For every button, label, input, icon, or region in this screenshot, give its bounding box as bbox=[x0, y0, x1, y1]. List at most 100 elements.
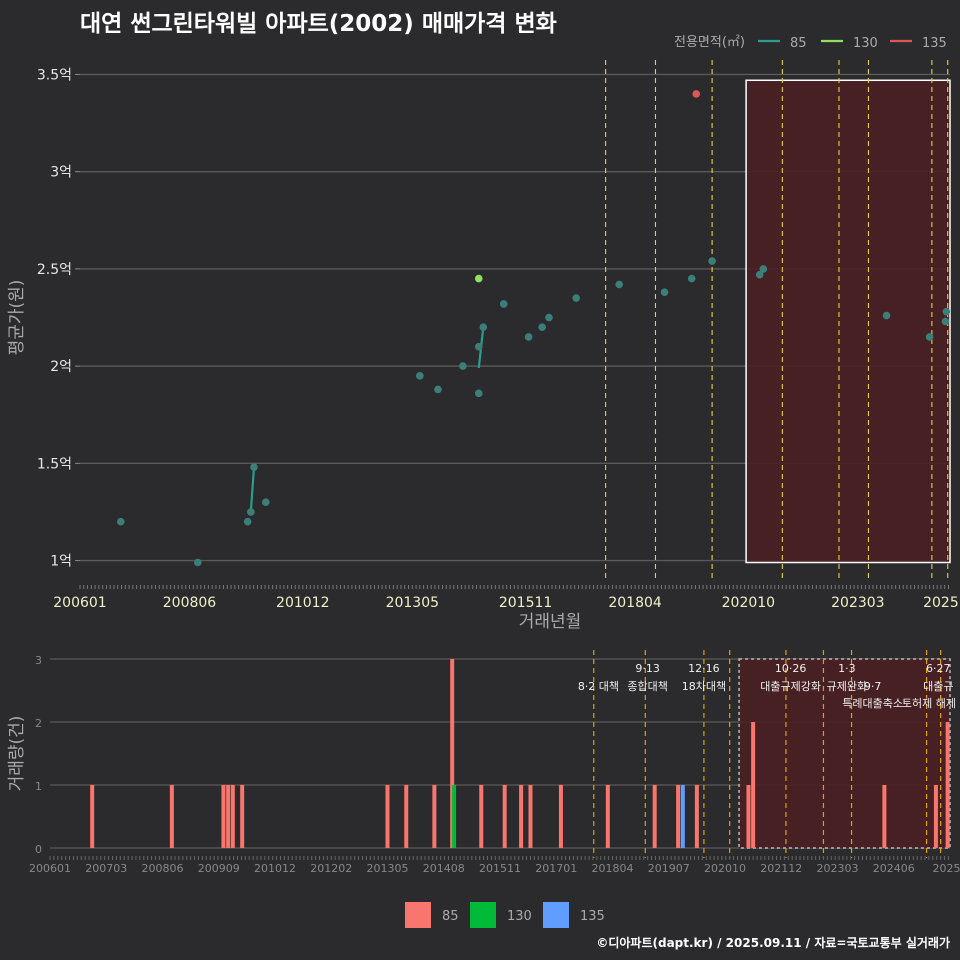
volume-bar-85 bbox=[933, 785, 938, 848]
volume-bar-85 bbox=[558, 785, 563, 848]
volume-bar-85 bbox=[230, 785, 235, 848]
x-tick-label: 200601 bbox=[29, 862, 71, 875]
x-tick-label: 20250 bbox=[933, 862, 960, 875]
legend-title: 전용면적(㎡) bbox=[674, 35, 745, 50]
x-tick-label: 2025 bbox=[923, 595, 959, 611]
volume-bar-85 bbox=[652, 785, 657, 848]
policy-annotation: 6·27 bbox=[926, 662, 951, 675]
volume-bar-85 bbox=[404, 785, 409, 848]
y-tick-label: 1억 bbox=[50, 554, 72, 570]
x-tick-label: 200806 bbox=[163, 595, 217, 611]
x-tick-label: 201202 bbox=[310, 862, 352, 875]
x-tick-label: 201804 bbox=[608, 595, 662, 611]
legend-label-135: 135 bbox=[922, 36, 947, 51]
legend-label-85: 85 bbox=[442, 909, 459, 924]
policy-annotation: 18차대책 bbox=[682, 680, 726, 693]
policy-annotation: 9·7 bbox=[864, 680, 882, 693]
x-tick-label: 201012 bbox=[254, 862, 296, 875]
y-tick-label: 1.5억 bbox=[37, 456, 72, 472]
data-point-85 bbox=[416, 372, 424, 380]
data-point-85 bbox=[925, 333, 934, 341]
legend-label-130: 130 bbox=[853, 36, 878, 51]
data-point-85 bbox=[759, 265, 768, 273]
x-tick-label: 201012 bbox=[276, 595, 329, 611]
policy-annotation: 토허제 해제 bbox=[902, 696, 956, 710]
data-point-85 bbox=[538, 323, 546, 332]
y-tick-label: 0 bbox=[35, 843, 42, 856]
x-tick-label: 201701 bbox=[535, 862, 577, 875]
data-point-85 bbox=[434, 385, 442, 394]
data-point-85 bbox=[545, 313, 553, 322]
policy-annotation: 대출규 bbox=[923, 680, 953, 693]
data-point-85 bbox=[524, 333, 533, 341]
legend-key-85 bbox=[405, 902, 431, 928]
volume-bar-85 bbox=[240, 785, 245, 848]
data-point-85 bbox=[615, 280, 624, 289]
x-tick-label: 201511 bbox=[499, 595, 552, 611]
data-point-85 bbox=[708, 257, 716, 265]
x-tick-label: 200703 bbox=[85, 862, 127, 875]
y-tick-label: 3 bbox=[35, 654, 42, 667]
x-tick-label: 202406 bbox=[873, 862, 915, 875]
policy-annotation: 1·3 bbox=[838, 662, 856, 675]
volume-bar-85 bbox=[169, 785, 174, 848]
volume-bar-85 bbox=[226, 785, 231, 848]
data-point-85 bbox=[194, 558, 202, 567]
data-point-85 bbox=[474, 342, 483, 351]
legend-key-135 bbox=[543, 902, 569, 928]
y-tick-label: 2.5억 bbox=[37, 262, 72, 278]
data-point-85 bbox=[660, 288, 669, 297]
x-axis-title: 거래년월 bbox=[519, 612, 582, 632]
volume-bar-85 bbox=[694, 785, 699, 848]
y-tick-label: 2 bbox=[35, 717, 42, 730]
volume-bar-85 bbox=[221, 785, 226, 848]
legend-label-135: 135 bbox=[580, 909, 605, 924]
policy-annotation: 규제완화 bbox=[827, 680, 867, 693]
policy-annotation: 대출규제강화 bbox=[760, 680, 821, 693]
data-point-135 bbox=[692, 90, 701, 98]
footer-credit: ©디아파트(dapt.kr) / 2025.09.11 / 자료=국토교통부 실… bbox=[596, 936, 950, 950]
x-tick-label: 202303 bbox=[817, 862, 859, 875]
y-axis-title: 평균가(원) bbox=[7, 280, 27, 356]
policy-annotation: 12·16 bbox=[688, 662, 720, 675]
x-tick-label: 200806 bbox=[142, 862, 184, 875]
volume-bar-85 bbox=[882, 785, 887, 848]
x-tick-label: 202010 bbox=[704, 862, 746, 875]
volume-bar-85 bbox=[676, 785, 681, 848]
y-tick-label: 1 bbox=[35, 780, 42, 793]
chart-title: 대연 썬그린타워빌 아파트(2002) 매매가격 변화 bbox=[80, 11, 557, 37]
x-tick-label: 201408 bbox=[423, 862, 465, 875]
x-tick-label: 200601 bbox=[53, 595, 106, 611]
data-point-85 bbox=[243, 517, 252, 526]
volume-bar-85 bbox=[519, 785, 524, 848]
x-tick-label: 201305 bbox=[367, 862, 409, 875]
policy-annotation: 8·2 대책 bbox=[578, 680, 619, 693]
legend-label-130: 130 bbox=[507, 909, 532, 924]
data-point-85 bbox=[942, 307, 951, 316]
data-point-85 bbox=[250, 463, 258, 472]
highlight-period-box bbox=[745, 79, 951, 564]
x-tick-label: 202303 bbox=[831, 595, 884, 611]
data-point-85 bbox=[572, 294, 580, 302]
legend-key-130 bbox=[470, 902, 496, 928]
x-tick-label: 201511 bbox=[479, 862, 521, 875]
volume-bar-85 bbox=[385, 785, 390, 848]
data-point-85 bbox=[687, 274, 696, 283]
data-point-85 bbox=[499, 300, 508, 308]
y-axis-title: 거래량(건) bbox=[7, 716, 27, 792]
policy-annotation: 종합대책 bbox=[627, 680, 667, 693]
data-point-85 bbox=[459, 362, 467, 370]
data-point-85 bbox=[941, 317, 950, 326]
legend-label-85: 85 bbox=[790, 36, 807, 51]
data-point-85 bbox=[116, 517, 125, 526]
volume-bar-85 bbox=[450, 659, 455, 848]
data-point-85 bbox=[882, 311, 891, 320]
volume-bar-85 bbox=[751, 722, 756, 848]
policy-annotation: 9·13 bbox=[635, 662, 660, 675]
x-tick-label: 202010 bbox=[722, 595, 775, 611]
volume-bar-85 bbox=[479, 785, 484, 848]
data-point-85 bbox=[479, 323, 488, 332]
volume-bar-85 bbox=[90, 785, 95, 848]
x-tick-label: 200909 bbox=[198, 862, 240, 875]
